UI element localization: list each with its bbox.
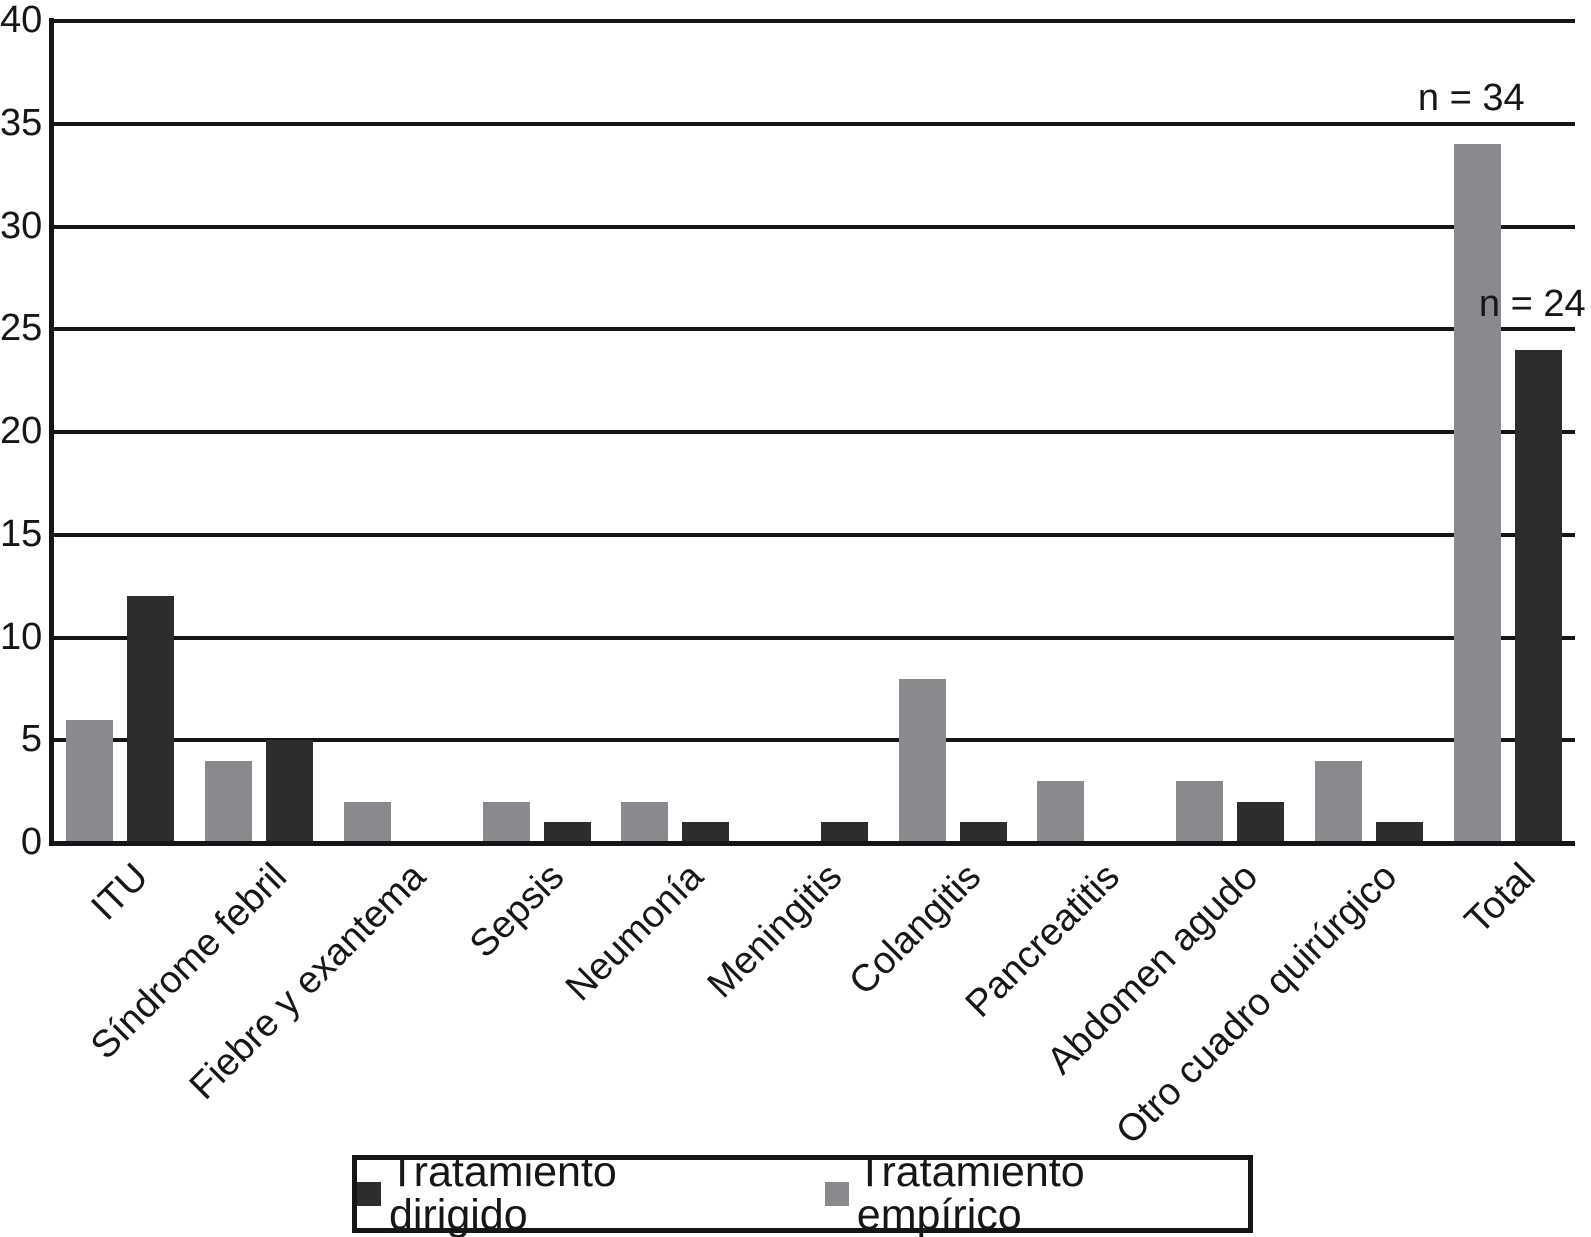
legend: Tratamiento dirigido Tratamiento empíric… [352, 1151, 1253, 1237]
gridline [54, 635, 1575, 640]
x-axis-line [49, 841, 1575, 846]
gridline [54, 738, 1575, 743]
bar [1514, 349, 1562, 843]
y-tick-label: 25 [0, 307, 43, 350]
legend-item-dirigido: Tratamiento dirigido [357, 1151, 755, 1237]
gridline [54, 224, 1575, 229]
legend-swatch-empirico [824, 1182, 849, 1206]
y-tick-label: 15 [0, 512, 43, 555]
x-category-label: Neumonía [557, 855, 712, 1010]
bar [1453, 144, 1501, 843]
y-axis-line [49, 18, 54, 846]
legend-label-empirico: Tratamiento empírico [856, 1148, 1085, 1237]
bar [1237, 801, 1285, 843]
bar [959, 822, 1007, 843]
bar [1037, 781, 1085, 843]
x-category-label: ITU [83, 855, 157, 929]
x-category-label: Sepsis [462, 855, 573, 966]
bar [543, 822, 591, 843]
x-category-label: Otro cuadro quirúrgico [1108, 855, 1406, 1153]
y-tick-label: 10 [0, 615, 43, 658]
y-tick-label: 0 [20, 821, 42, 864]
gridline [54, 430, 1575, 434]
y-tick-label: 5 [20, 718, 42, 761]
bar [682, 822, 730, 843]
bar [1314, 760, 1362, 843]
bar [266, 740, 314, 843]
legend-label-dirigido: Tratamiento dirigido [389, 1148, 617, 1237]
bar [821, 822, 868, 843]
x-category-label: Colangitis [841, 855, 990, 1004]
x-category-label: Meningitis [699, 855, 851, 1007]
gridline [54, 121, 1575, 126]
y-tick-label: 35 [0, 101, 43, 144]
bar [621, 801, 669, 843]
bar-annotation: n = 24 [1478, 282, 1586, 325]
bar [898, 678, 946, 843]
y-tick-label: 30 [0, 204, 43, 247]
bar [1375, 822, 1423, 843]
bar [482, 801, 530, 843]
y-tick-label: 40 [0, 0, 43, 42]
bar [1176, 781, 1224, 843]
legend-swatch-dirigido [357, 1182, 381, 1206]
bar-annotation: n = 34 [1417, 77, 1525, 120]
bar [205, 760, 253, 843]
gridline [54, 19, 1575, 23]
bar [66, 719, 114, 843]
y-tick-label: 20 [0, 410, 43, 453]
x-category-label: Fiebre y exantema [181, 855, 435, 1108]
bar [343, 801, 391, 843]
gridline [54, 532, 1575, 537]
bar [127, 596, 175, 843]
x-category-label: Total [1457, 855, 1544, 943]
legend-item-empirico: Tratamiento empírico [824, 1148, 1248, 1237]
gridline [54, 327, 1575, 332]
